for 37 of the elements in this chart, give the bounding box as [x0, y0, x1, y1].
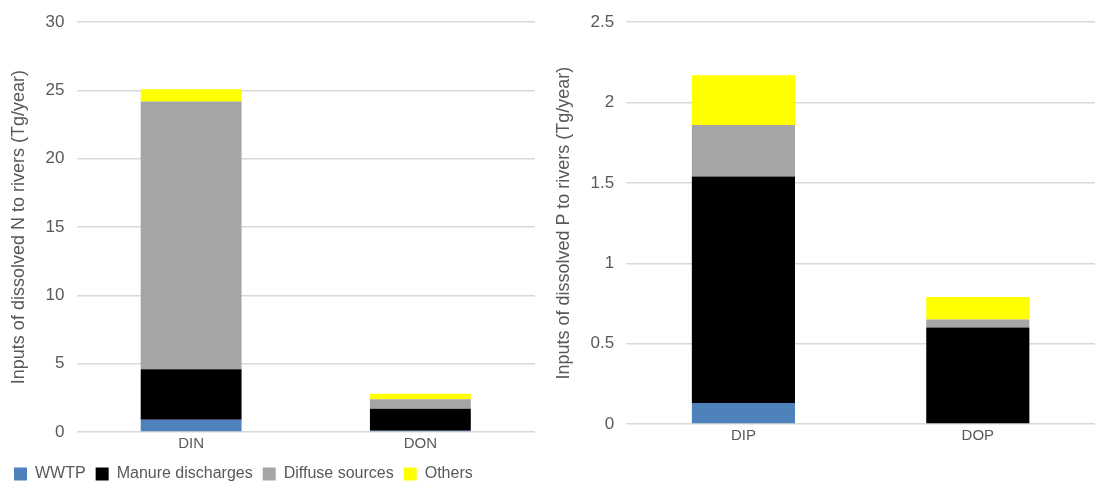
x-tick-label: DOP	[961, 426, 995, 444]
y-axis-title: Inputs of dissolved N to rivers (Tg/year)	[7, 70, 28, 385]
legend-label: Manure discharges	[116, 464, 253, 482]
y-tick-label: 10	[45, 285, 65, 305]
bar	[140, 369, 242, 420]
bar	[140, 89, 242, 102]
legend-label: Diffuse sources	[283, 464, 394, 482]
y-tick-label: 20	[45, 148, 65, 168]
y-tick-label: 5	[55, 353, 65, 373]
y-axis-title: Inputs of dissolved P to rivers (Tg/year)	[552, 66, 573, 380]
legend-label: Others	[424, 464, 473, 482]
x-tick-label: DIP	[730, 426, 756, 444]
bar	[691, 125, 795, 177]
y-tick-label: 0	[604, 413, 615, 433]
x-tick-label: DIN	[178, 434, 205, 452]
bar	[691, 176, 795, 404]
bar	[926, 297, 1030, 320]
bar	[140, 419, 242, 432]
x-tick-label: DON	[403, 434, 438, 452]
bar	[140, 101, 242, 370]
y-tick-label: 1.5	[590, 172, 615, 192]
bar	[369, 393, 471, 400]
y-tick-label: 2.5	[590, 11, 615, 31]
y-tick-label: 0	[55, 421, 65, 441]
bar	[691, 403, 795, 424]
y-tick-label: 2	[604, 92, 615, 112]
bar	[926, 319, 1030, 328]
bar	[369, 399, 471, 409]
bar	[926, 327, 1030, 424]
bar	[691, 75, 795, 126]
y-tick-label: 30	[45, 11, 65, 31]
legend-label: WWTP	[35, 464, 86, 482]
bar	[369, 408, 471, 431]
y-tick-label: 15	[45, 216, 65, 236]
y-tick-label: 0.5	[590, 333, 615, 353]
y-tick-label: 25	[45, 80, 65, 100]
y-tick-label: 1	[604, 252, 615, 272]
